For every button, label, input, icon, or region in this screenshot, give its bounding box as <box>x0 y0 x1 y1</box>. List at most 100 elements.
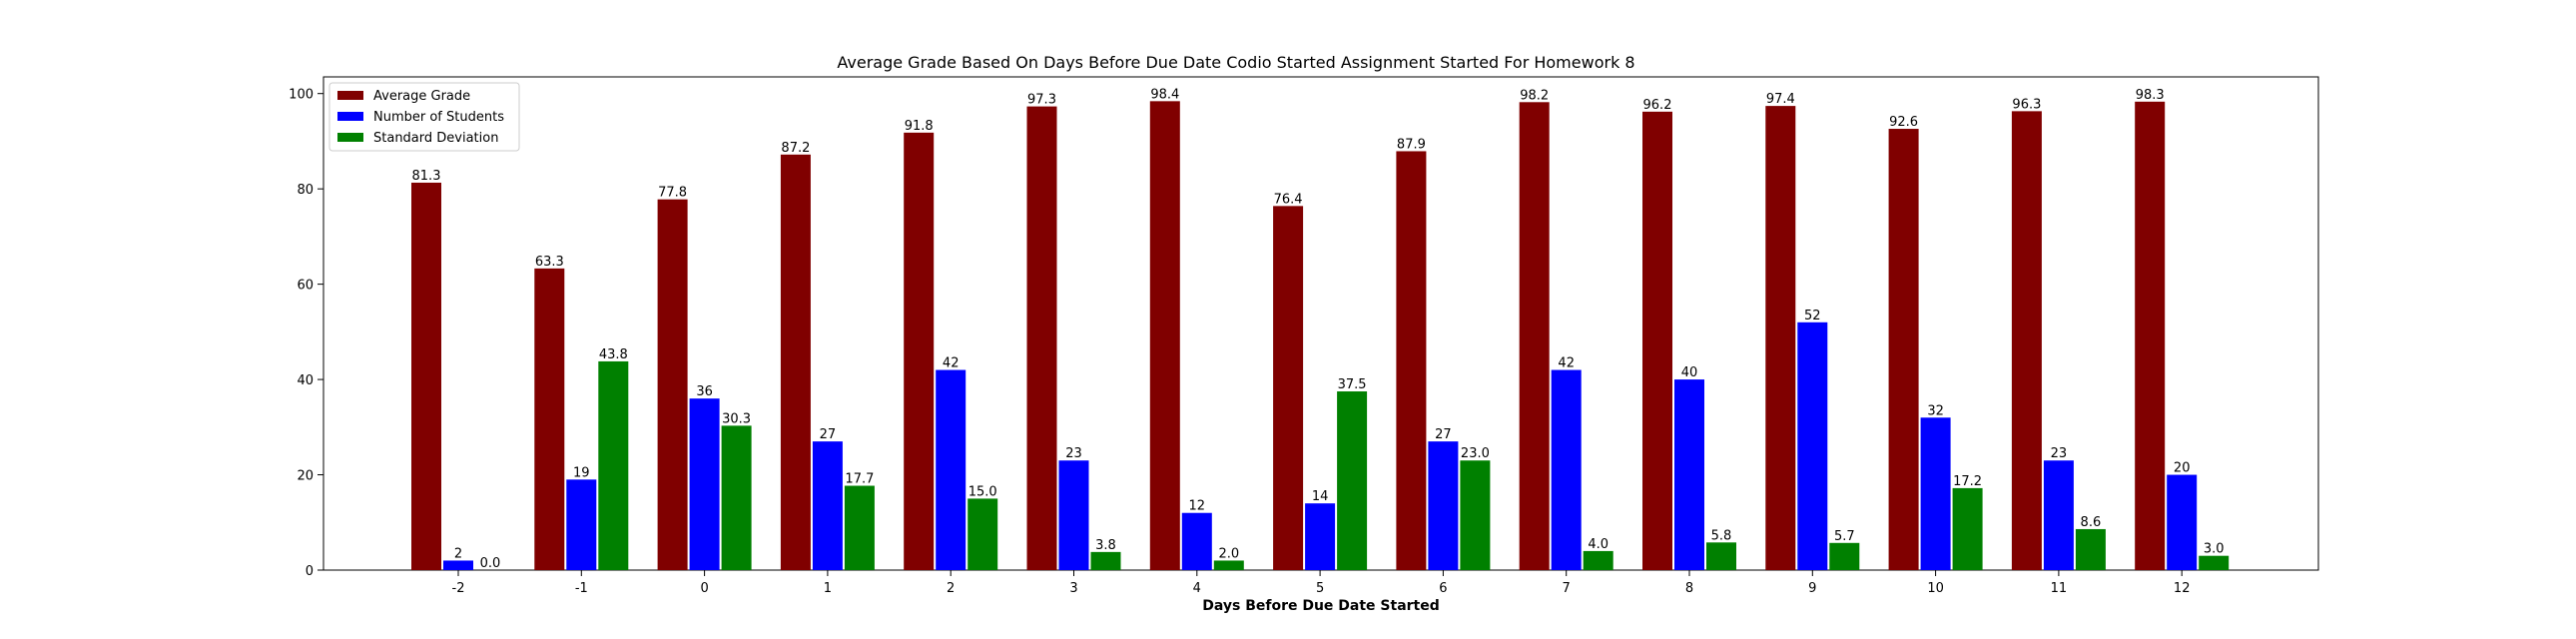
y-tick-label: 40 <box>297 373 314 388</box>
bar-number-of-students <box>689 398 720 570</box>
data-label: 3.0 <box>2204 542 2225 557</box>
bar-average-grade <box>1026 106 1057 570</box>
x-tick-label: 8 <box>1685 581 1693 596</box>
data-label: 40 <box>1681 365 1698 380</box>
data-label: 63.3 <box>535 255 564 270</box>
bar-number-of-students <box>2043 460 2074 570</box>
x-tick-label: 12 <box>2174 581 2191 596</box>
bar-standard-deviation <box>1213 560 1244 570</box>
x-axis-label: Days Before Due Date Started <box>1202 598 1440 614</box>
data-label: 5.8 <box>1711 528 1732 543</box>
data-label: 37.5 <box>1338 377 1367 392</box>
legend-swatch <box>337 133 363 142</box>
bar-number-of-students <box>443 560 473 570</box>
y-tick-label: 0 <box>306 564 314 579</box>
x-tick-label: -2 <box>452 581 465 596</box>
bar-standard-deviation <box>1952 487 1983 570</box>
data-label: 76.4 <box>1274 192 1303 207</box>
data-label: 91.8 <box>905 119 934 134</box>
bar-average-grade <box>1396 151 1427 570</box>
bar-average-grade <box>657 199 688 570</box>
bar-number-of-students <box>2167 474 2198 570</box>
x-tick-label: 7 <box>1563 581 1571 596</box>
legend-label: Number of Students <box>373 110 504 125</box>
bar-average-grade <box>1888 129 1919 570</box>
data-label: 36 <box>696 384 713 399</box>
bar-standard-deviation <box>1829 542 1860 570</box>
bar-average-grade <box>411 182 441 571</box>
data-label: 3.8 <box>1095 538 1116 553</box>
bar-average-grade <box>780 154 811 571</box>
data-label: 14 <box>1312 489 1329 504</box>
legend-swatch <box>337 112 363 121</box>
data-label: 27 <box>820 427 837 442</box>
bar-standard-deviation <box>967 498 998 570</box>
data-label: 42 <box>1558 356 1575 371</box>
data-label: 4.0 <box>1588 537 1609 552</box>
data-label: 20 <box>2174 461 2191 476</box>
bar-number-of-students <box>812 441 843 570</box>
x-tick-label: 1 <box>824 581 832 596</box>
data-label: 8.6 <box>2081 515 2102 530</box>
data-label: 2 <box>454 546 462 561</box>
bar-standard-deviation <box>1337 391 1368 570</box>
bar-number-of-students <box>1058 460 1089 570</box>
data-label: 96.3 <box>2012 97 2041 112</box>
data-label: 5.7 <box>1834 529 1855 544</box>
data-label: 77.8 <box>658 186 687 201</box>
data-label: 81.3 <box>412 169 441 184</box>
x-tick-label: 3 <box>1069 581 1077 596</box>
data-label: 87.9 <box>1397 137 1426 152</box>
data-label: 52 <box>1804 309 1821 323</box>
bar-standard-deviation <box>1460 460 1491 570</box>
x-tick-label: 4 <box>1193 581 1201 596</box>
bar-average-grade <box>534 268 565 570</box>
chart-title: Average Grade Based On Days Before Due D… <box>837 53 1634 72</box>
bar-number-of-students <box>1920 417 1951 570</box>
x-tick-label: 9 <box>1808 581 1816 596</box>
bar-number-of-students <box>1674 379 1704 570</box>
data-label: 30.3 <box>722 411 751 426</box>
x-tick-label: 11 <box>2051 581 2068 596</box>
bar-average-grade <box>1273 206 1304 570</box>
bar-number-of-students <box>1797 321 1828 570</box>
data-label: 87.2 <box>781 141 810 156</box>
data-label: 17.7 <box>845 472 874 487</box>
bar-standard-deviation <box>598 360 629 570</box>
bar-average-grade <box>1642 111 1672 570</box>
data-label: 97.3 <box>1027 93 1056 108</box>
bar-standard-deviation <box>844 485 875 570</box>
bar-average-grade <box>1765 106 1796 570</box>
x-tick-label: 2 <box>947 581 955 596</box>
data-label: 23 <box>1065 446 1082 461</box>
bar-standard-deviation <box>1706 542 1736 570</box>
legend-label: Average Grade <box>373 89 470 104</box>
y-tick-label: 60 <box>297 279 314 294</box>
y-tick-label: 80 <box>297 183 314 198</box>
data-label: 23.0 <box>1461 446 1490 461</box>
x-tick-label: 5 <box>1316 581 1324 596</box>
legend-swatch <box>337 91 363 100</box>
legend-label: Standard Deviation <box>373 131 498 146</box>
data-label: 0.0 <box>480 556 501 571</box>
data-label: 17.2 <box>1953 474 1982 489</box>
bar-average-grade <box>1149 101 1180 570</box>
legend-box <box>328 82 520 152</box>
x-tick-label: 6 <box>1439 581 1447 596</box>
x-tick-label: 0 <box>700 581 708 596</box>
bar-average-grade <box>2011 111 2042 570</box>
bar-number-of-students <box>1428 441 1459 570</box>
data-label: 23 <box>2051 446 2068 461</box>
bar-standard-deviation <box>1583 550 1613 570</box>
bar-standard-deviation <box>1090 551 1121 570</box>
data-label: 27 <box>1435 427 1452 442</box>
data-label: 12 <box>1189 499 1206 514</box>
bar-average-grade <box>1519 102 1550 570</box>
data-label: 98.4 <box>1150 87 1179 102</box>
data-label: 92.6 <box>1889 115 1918 130</box>
data-label: 19 <box>573 465 590 480</box>
data-label: 97.4 <box>1766 92 1795 107</box>
data-label: 98.2 <box>1520 88 1549 103</box>
bar-average-grade <box>904 132 935 570</box>
